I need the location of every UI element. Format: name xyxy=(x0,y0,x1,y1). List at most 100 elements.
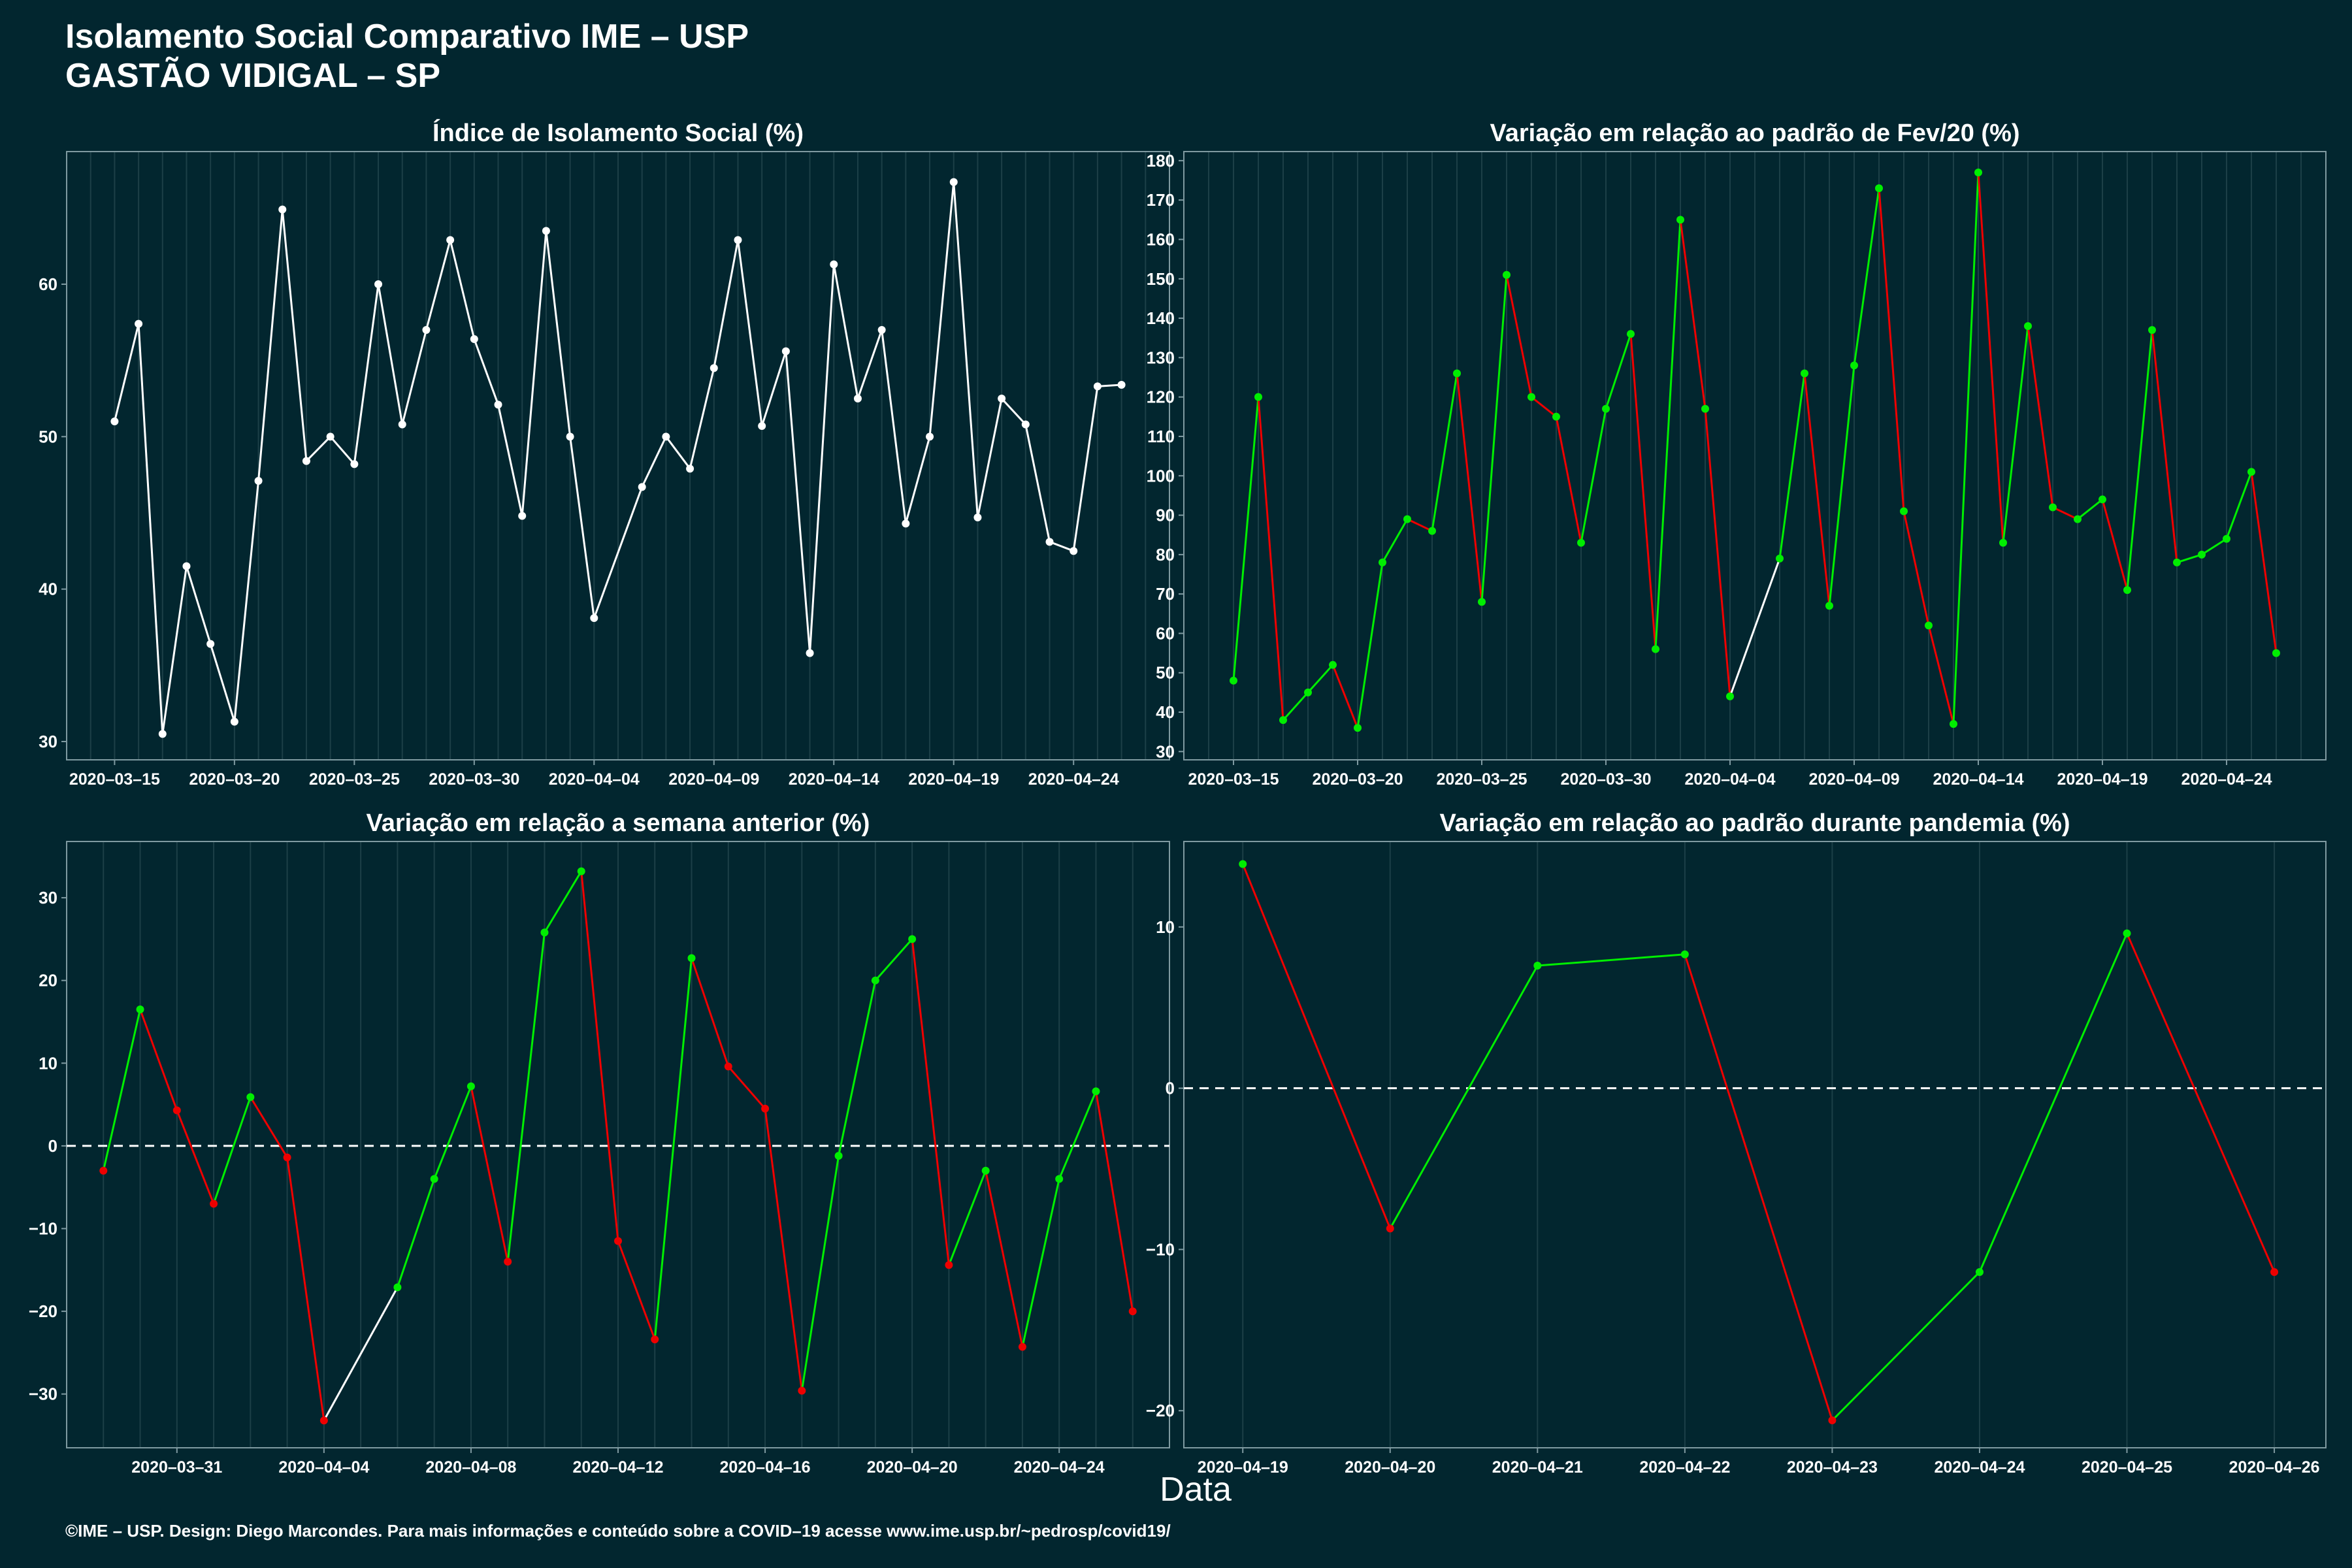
series-segment xyxy=(2201,538,2227,556)
y-tick-label: 170 xyxy=(1147,190,1175,210)
series-segment xyxy=(911,939,950,1266)
series-segment xyxy=(1853,188,1880,366)
data-point xyxy=(1850,361,1858,370)
x-tick-label: 2020–04–26 xyxy=(2229,1458,2320,1477)
data-point xyxy=(1533,962,1542,970)
x-tick-label: 2020–04–24 xyxy=(2181,770,2272,789)
series-segment xyxy=(904,436,931,524)
data-point xyxy=(1093,382,1102,391)
chart-panel-3: Variação em relação a semana anterior (%… xyxy=(29,809,1170,1477)
data-point xyxy=(798,1386,806,1395)
series-segment xyxy=(2126,330,2153,591)
series-segment xyxy=(1831,1271,1981,1422)
series-segment xyxy=(727,1066,766,1109)
series-segment xyxy=(212,1096,252,1205)
data-point xyxy=(2223,534,2230,543)
data-point xyxy=(1828,1416,1837,1425)
x-tick-label: 2020–04–24 xyxy=(1028,770,1119,789)
series-segment xyxy=(953,182,979,518)
series-segment xyxy=(113,323,140,422)
series-segment xyxy=(2052,506,2078,520)
data-point xyxy=(542,227,550,235)
series-segment xyxy=(425,239,451,331)
x-tick-label: 2020–04–09 xyxy=(1808,770,1899,789)
data-point xyxy=(662,433,670,441)
series-segment xyxy=(985,1170,1024,1347)
x-tick-label: 2020–04–25 xyxy=(2082,1458,2172,1477)
y-tick-label: 50 xyxy=(1156,663,1175,683)
data-point xyxy=(1018,1343,1026,1351)
data-point xyxy=(758,422,766,430)
panel-frame xyxy=(1183,841,2327,1448)
series-segment xyxy=(1058,1090,1097,1180)
series-segment xyxy=(1978,933,2128,1273)
data-point xyxy=(1527,393,1535,401)
series-segment xyxy=(1072,386,1099,551)
series-segment xyxy=(713,240,739,368)
data-point xyxy=(1254,393,1262,401)
data-point xyxy=(470,335,478,343)
data-point xyxy=(504,1258,512,1266)
data-point xyxy=(2123,929,2131,938)
data-point xyxy=(494,400,502,409)
data-point xyxy=(206,640,215,648)
data-point xyxy=(1925,621,1933,630)
data-point xyxy=(210,1200,218,1208)
x-tick-label: 2020–04–23 xyxy=(1787,1458,1878,1477)
data-point xyxy=(430,1175,438,1183)
data-point xyxy=(908,935,917,943)
data-point xyxy=(1974,168,1982,176)
data-point xyxy=(1117,381,1126,389)
data-point xyxy=(926,433,934,441)
series-segment xyxy=(1021,1179,1060,1347)
data-point xyxy=(398,420,406,429)
series-segment xyxy=(209,644,236,723)
series-segment xyxy=(401,329,427,425)
series-segment xyxy=(1094,1091,1134,1312)
panel-title: Índice de Isolamento Social (%) xyxy=(433,118,804,147)
series-segment xyxy=(1580,408,1607,544)
data-point xyxy=(393,1283,402,1292)
series-segment xyxy=(1878,188,1905,512)
x-tick-label: 2020–03–20 xyxy=(189,770,280,789)
data-point xyxy=(374,280,383,288)
series-segment xyxy=(1679,220,1707,409)
data-point xyxy=(1329,661,1337,669)
x-tick-label: 2020–04–12 xyxy=(572,1458,663,1477)
y-tick-label: 110 xyxy=(1147,427,1175,446)
x-tick-label: 2020–04–24 xyxy=(1934,1458,2025,1477)
y-tick-label: −20 xyxy=(1146,1401,1175,1420)
panel-frame xyxy=(1183,151,2327,760)
data-point xyxy=(2272,649,2280,657)
data-point xyxy=(466,1082,475,1090)
data-point xyxy=(1900,507,1908,515)
series-segment xyxy=(1803,373,1831,606)
series-segment xyxy=(1356,562,1384,728)
chart-panel-2: Variação em relação ao padrão de Fev/20 … xyxy=(1147,120,2327,789)
data-point xyxy=(2049,503,2057,512)
x-axis-title: Data xyxy=(1160,1471,1232,1509)
panel-title: Variação em relação ao padrão durante pa… xyxy=(1439,809,2070,837)
data-point xyxy=(350,460,359,468)
data-point xyxy=(2024,322,2032,331)
data-point xyxy=(182,562,191,570)
series-segment xyxy=(1232,397,1260,681)
data-point xyxy=(283,1153,291,1162)
x-tick-label: 2020–03–30 xyxy=(429,770,519,789)
data-point xyxy=(1045,538,1054,546)
y-tick-label: −10 xyxy=(1146,1239,1175,1259)
data-point xyxy=(1128,1307,1137,1316)
series-segment xyxy=(976,398,1003,518)
data-point xyxy=(981,1166,990,1175)
y-tick-label: 40 xyxy=(1156,702,1175,722)
series-segment xyxy=(760,351,787,427)
data-point xyxy=(518,512,527,520)
series-segment xyxy=(544,870,583,934)
y-tick-label: 130 xyxy=(1147,348,1175,367)
data-point xyxy=(1776,554,1784,563)
series-segment xyxy=(1431,373,1458,531)
data-point xyxy=(686,465,694,473)
series-segment xyxy=(2250,472,2278,653)
x-tick-label: 2020–04–21 xyxy=(1492,1458,1583,1477)
x-tick-label: 2020–04–14 xyxy=(789,770,879,789)
